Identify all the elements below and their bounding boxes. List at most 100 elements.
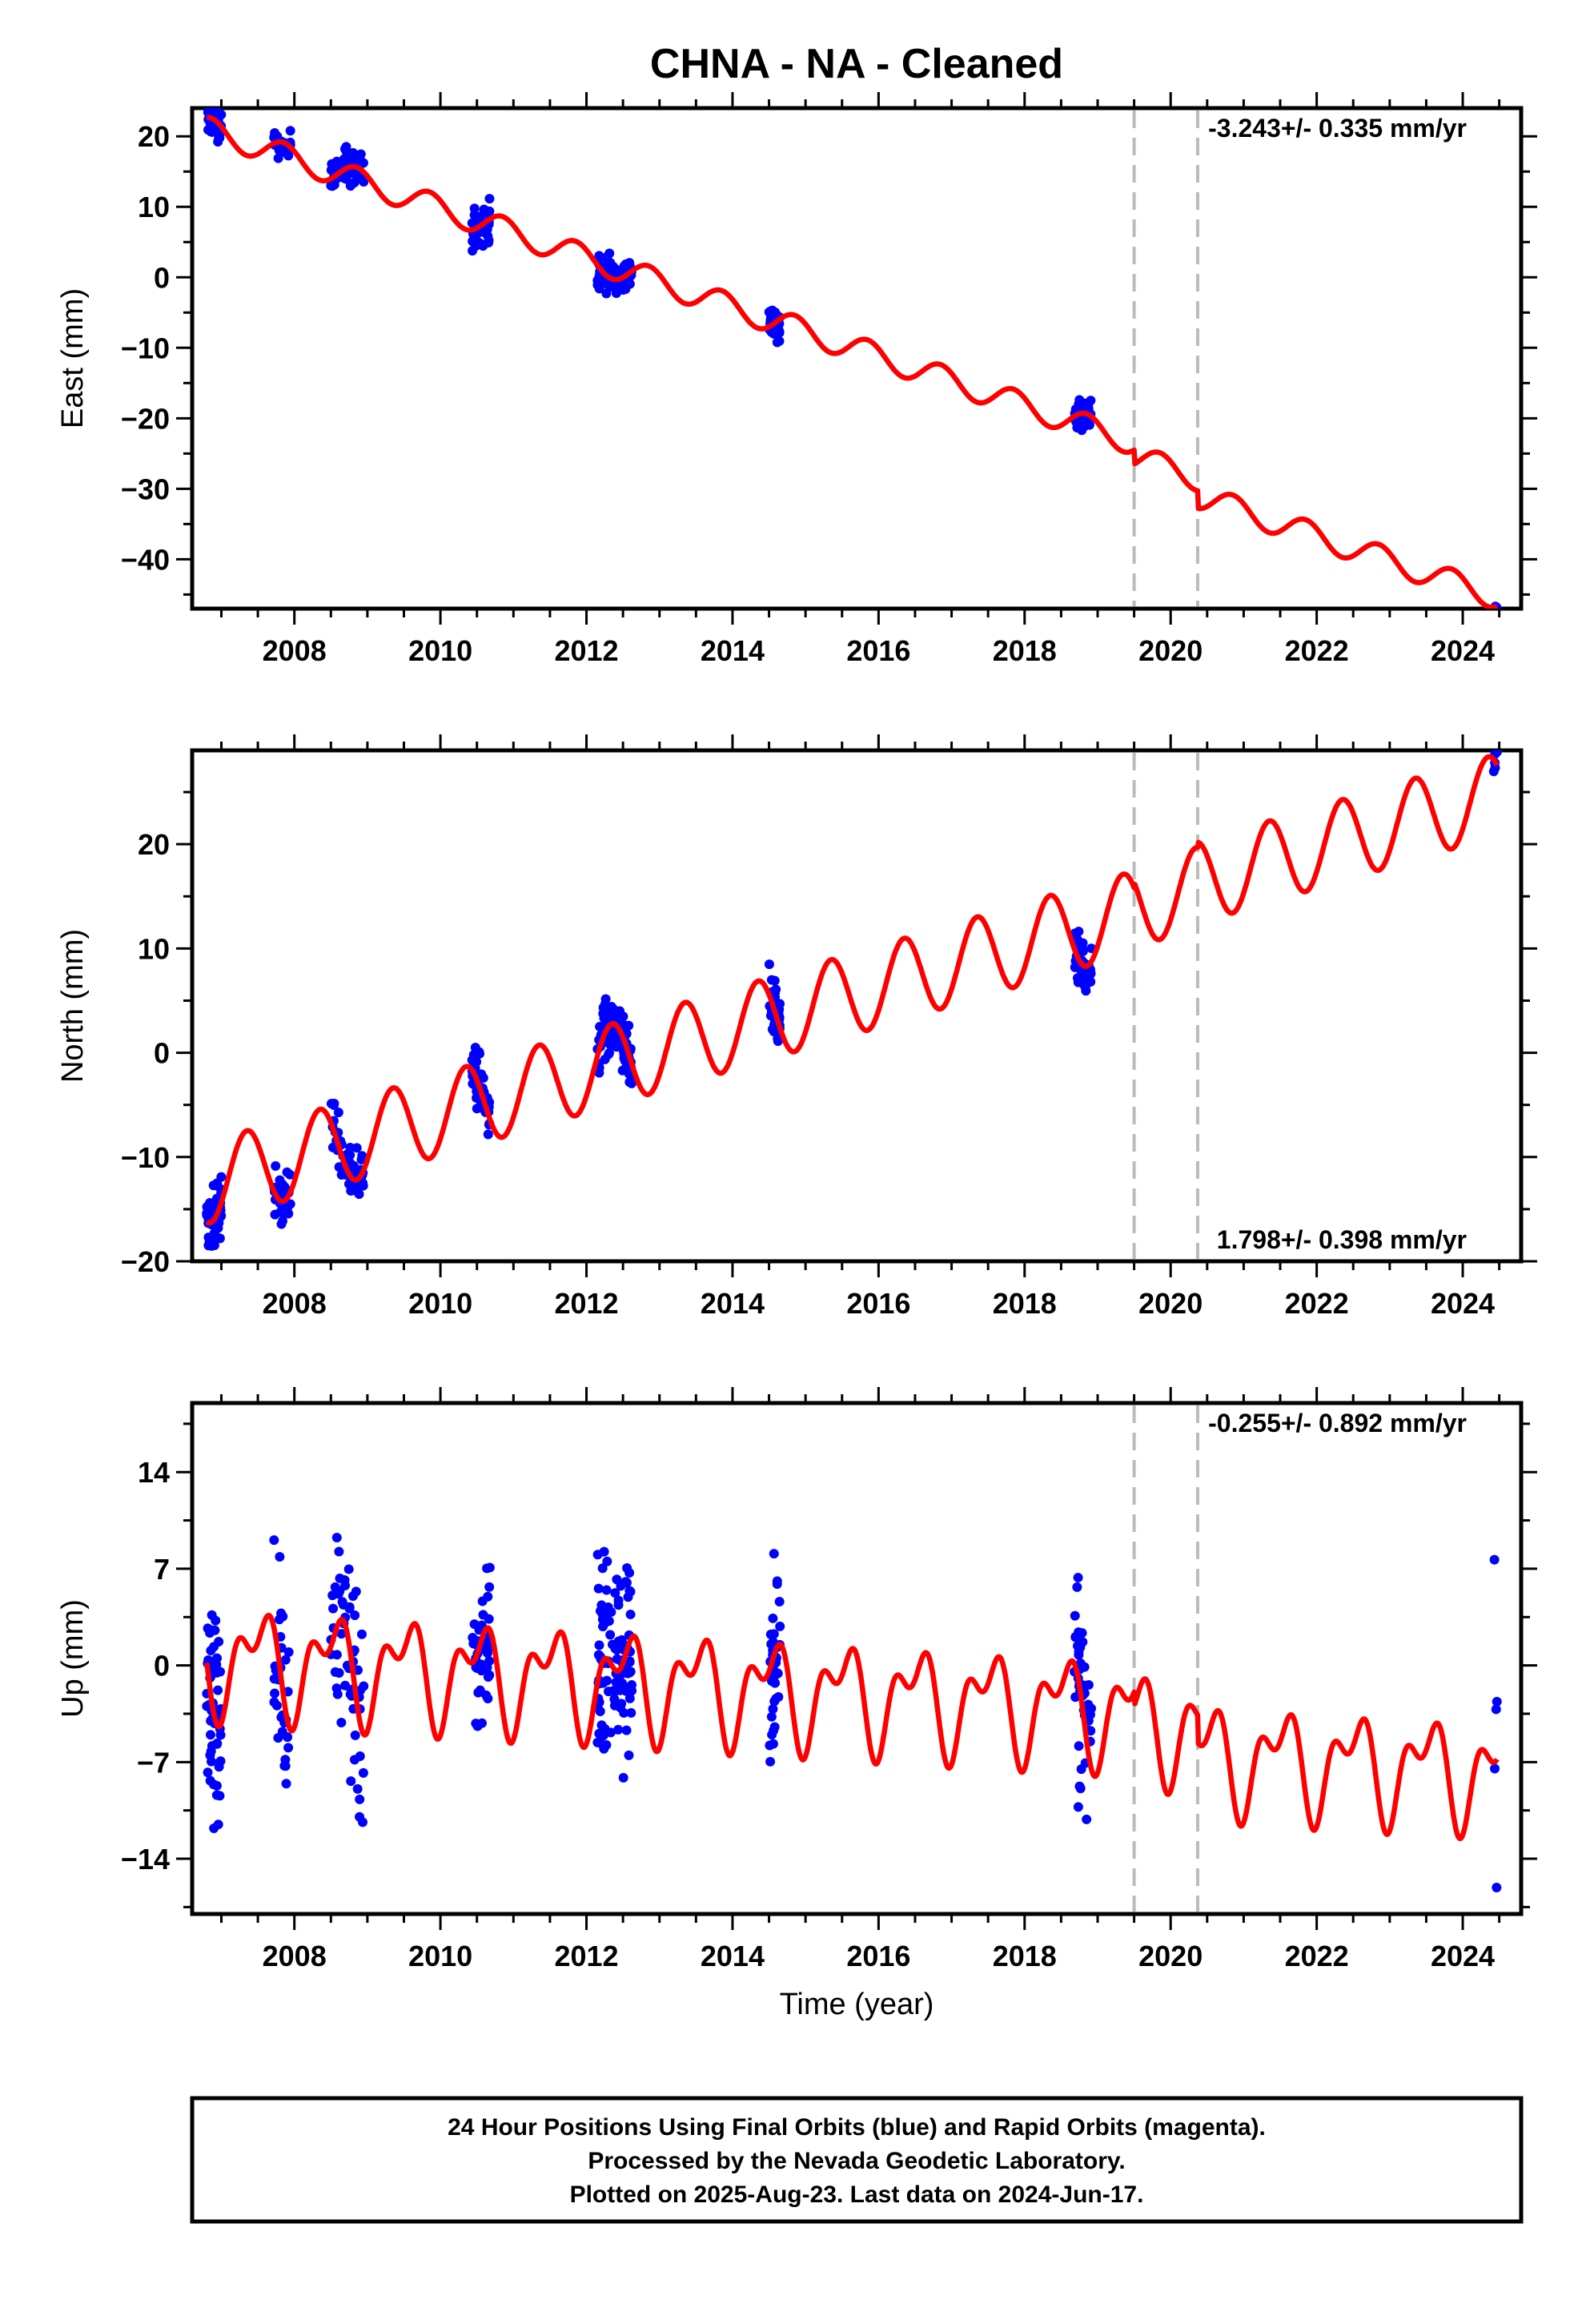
data-point: [327, 159, 337, 169]
data-point: [592, 1737, 603, 1747]
data-point: [331, 1650, 342, 1660]
data-point: [594, 1728, 604, 1739]
data-point: [626, 1707, 636, 1718]
data-point: [341, 142, 351, 152]
data-point: [624, 1568, 635, 1578]
data-point: [483, 1129, 493, 1140]
data-point: [766, 1711, 777, 1722]
data-point: [769, 1549, 779, 1559]
x-tick-label: 2024: [1431, 1940, 1495, 1972]
data-point: [1070, 1610, 1080, 1621]
x-tick-label: 2016: [846, 634, 910, 667]
data-point: [765, 1629, 776, 1639]
x-tick-label: 2008: [263, 1287, 327, 1320]
data-point: [605, 1630, 616, 1640]
data-point: [274, 145, 284, 155]
y-tick-label: −10: [121, 1141, 170, 1174]
data-point: [205, 1750, 215, 1760]
x-tick-label: 2016: [846, 1940, 910, 1972]
up-panel: 2008 2010 2012 2014 2016 2018 2020 2022 2024 14 7 0…: [56, 1387, 1537, 1972]
x-tick-label: 2008: [263, 634, 327, 667]
data-point: [621, 1725, 632, 1735]
y-tick-label: −7: [137, 1746, 170, 1779]
x-tick-label: 2018: [993, 634, 1057, 667]
y-tick-label: 0: [154, 261, 170, 294]
data-point: [627, 1680, 637, 1691]
x-tick-label: 2012: [554, 1287, 618, 1320]
data-point: [594, 1640, 604, 1651]
data-point: [354, 1189, 364, 1200]
data-point: [285, 126, 295, 136]
data-point: [774, 336, 785, 346]
data-point: [467, 218, 477, 228]
y-tick-label: 20: [138, 828, 170, 861]
data-point: [484, 1614, 494, 1624]
data-point: [1070, 1692, 1081, 1703]
data-point: [770, 1670, 781, 1680]
data-point: [215, 1667, 226, 1677]
data-point: [214, 1762, 224, 1772]
data-point: [769, 987, 780, 998]
data-point: [342, 1149, 352, 1160]
data-point: [212, 1653, 223, 1663]
data-point: [209, 1642, 219, 1652]
data-point: [476, 1718, 487, 1728]
y-tick-label: −20: [121, 1245, 170, 1278]
data-point: [602, 1556, 612, 1566]
data-point: [204, 1206, 215, 1216]
data-point: [469, 210, 480, 220]
data-point: [625, 1667, 636, 1677]
data-point: [615, 1006, 625, 1016]
x-tick-label: 2020: [1138, 634, 1203, 667]
y-tick-label: −30: [121, 472, 170, 505]
data-point: [477, 1596, 488, 1606]
data-point: [203, 1767, 213, 1778]
data-point: [599, 1743, 609, 1754]
data-point: [615, 1685, 625, 1695]
data-point: [768, 1703, 778, 1714]
data-point: [328, 1603, 339, 1614]
data-point: [278, 1208, 288, 1218]
data-point: [606, 1002, 616, 1012]
data-point: [1080, 420, 1090, 431]
y-axis-label: East (mm): [56, 288, 90, 428]
data-point: [764, 959, 774, 970]
data-point: [351, 1143, 362, 1153]
data-point: [359, 1681, 369, 1691]
footer-line-1: 24 Hour Positions Using Final Orbits (bl…: [448, 2114, 1266, 2141]
footer-line-2: Processed by the Nevada Geodetic Laborat…: [588, 2148, 1125, 2174]
data-point: [211, 109, 222, 119]
data-point: [209, 1823, 219, 1833]
data-point: [1489, 1554, 1500, 1565]
x-tick-label: 2024: [1431, 634, 1495, 667]
data-point: [275, 1551, 285, 1562]
data-point: [1491, 1704, 1501, 1715]
data-point: [607, 1013, 617, 1023]
data-point: [596, 1720, 607, 1731]
model-fit-line: [204, 754, 1500, 1226]
data-point: [205, 1730, 215, 1740]
y-axis-label: North (mm): [56, 929, 90, 1083]
data-point: [482, 1648, 492, 1659]
data-point: [1077, 1628, 1087, 1638]
data-point: [211, 1615, 221, 1626]
data-point: [1488, 766, 1499, 777]
data-point: [775, 1621, 785, 1631]
data-point: [215, 1791, 225, 1801]
data-point: [1074, 1650, 1084, 1660]
data-point: [774, 1597, 785, 1607]
x-tick-label: 2014: [701, 634, 765, 667]
data-point: [208, 1180, 219, 1191]
y-tick-label: −20: [121, 402, 170, 435]
data-point: [347, 147, 358, 158]
x-tick-label: 2012: [554, 634, 618, 667]
data-point: [336, 1629, 347, 1639]
plot-frame: [190, 1401, 1524, 1916]
x-tick-label: 2022: [1285, 1287, 1349, 1320]
data-point: [618, 1772, 628, 1783]
data-point: [600, 994, 611, 1004]
model-fit-line: [204, 115, 1500, 609]
data-point: [271, 1161, 281, 1172]
data-point: [624, 1020, 634, 1031]
